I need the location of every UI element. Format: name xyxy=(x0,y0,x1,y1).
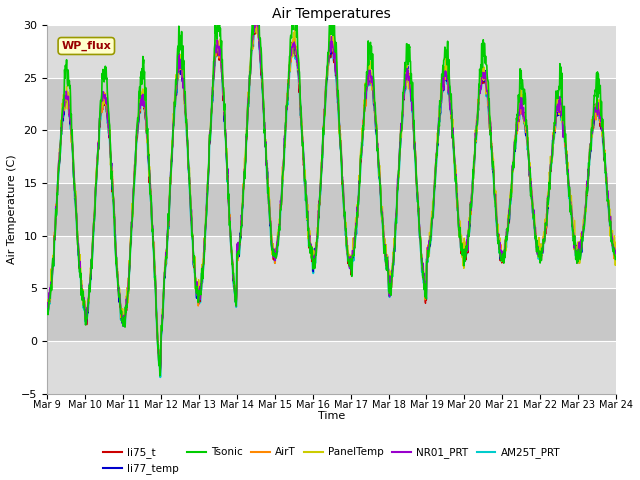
Bar xyxy=(47,341,616,394)
Title: Air Temperatures: Air Temperatures xyxy=(272,7,391,21)
Text: WP_flux: WP_flux xyxy=(61,41,111,51)
Bar xyxy=(47,78,616,130)
Bar xyxy=(47,236,616,288)
Y-axis label: Air Temperature (C): Air Temperature (C) xyxy=(7,155,17,264)
Legend: li75_t, li77_temp, Tsonic, AirT, PanelTemp, NR01_PRT, AM25T_PRT: li75_t, li77_temp, Tsonic, AirT, PanelTe… xyxy=(99,443,564,479)
X-axis label: Time: Time xyxy=(318,411,345,421)
Bar xyxy=(47,25,616,78)
Bar xyxy=(47,130,616,183)
Bar xyxy=(47,183,616,236)
Bar xyxy=(47,288,616,341)
